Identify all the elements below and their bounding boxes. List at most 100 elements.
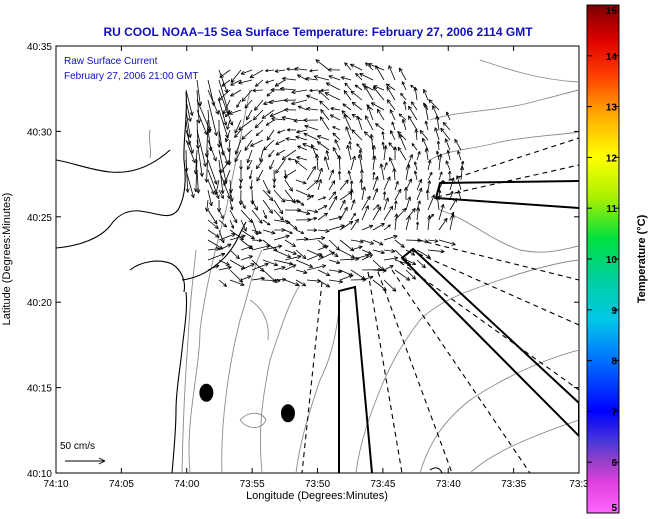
current-vector <box>281 149 297 160</box>
current-vector <box>449 177 455 191</box>
current-vector <box>438 204 445 221</box>
current-vector <box>350 63 363 71</box>
x-tick-label: 73:45 <box>370 479 395 490</box>
current-vector <box>295 259 313 268</box>
current-vector <box>365 62 374 71</box>
current-vector <box>294 66 308 72</box>
current-vector <box>347 170 352 181</box>
current-vector <box>328 279 343 284</box>
current-vector <box>401 81 407 91</box>
current-vector <box>229 269 243 283</box>
current-vector <box>269 159 275 170</box>
y-tick-label: 40:30 <box>27 127 52 138</box>
current-vector <box>239 159 243 170</box>
current-vector <box>305 76 319 81</box>
current-vector <box>207 209 218 225</box>
current-vector <box>317 251 335 261</box>
current-vector <box>408 105 418 121</box>
current-vector <box>274 69 286 73</box>
current-vector <box>207 179 215 195</box>
current-vector <box>434 127 440 141</box>
current-vector <box>240 255 253 261</box>
current-vector <box>207 252 226 261</box>
current-vector <box>228 109 242 115</box>
current-vector <box>221 79 231 87</box>
current-vector <box>295 209 311 216</box>
current-vector <box>405 164 411 181</box>
station-marker <box>199 383 214 402</box>
x-axis: 74:10 74:05 74:00 73:55 73:50 73:45 73:40 73:35… <box>43 46 589 490</box>
current-vector <box>273 227 286 233</box>
current-vector <box>350 90 363 101</box>
current-vector <box>277 129 286 134</box>
current-vector <box>344 62 352 71</box>
current-vector <box>332 126 341 131</box>
current-vector <box>416 187 423 201</box>
current-vector <box>219 69 231 78</box>
current-vector <box>416 239 429 244</box>
current-vector <box>295 189 312 198</box>
current-vector <box>286 67 297 72</box>
current-vector <box>354 84 363 91</box>
current-vector <box>407 115 418 131</box>
colorbar-tick-label: 10 <box>606 255 618 266</box>
current-vector <box>296 156 308 161</box>
scale-arrow <box>65 457 106 465</box>
current-vector <box>246 159 253 170</box>
current-vector <box>218 229 225 244</box>
current-vector <box>350 253 370 261</box>
current-vector <box>204 149 209 183</box>
sector-diagonal <box>400 247 579 438</box>
current-vector <box>309 88 319 93</box>
current-vector <box>398 67 407 81</box>
sector-south <box>338 285 373 473</box>
x-tick-label: 74:05 <box>109 479 134 490</box>
current-vector <box>249 69 264 79</box>
current-vector <box>218 219 228 228</box>
current-vector <box>349 188 354 201</box>
current-vector <box>372 188 379 201</box>
current-vector <box>370 102 385 111</box>
current-vector <box>265 119 275 126</box>
current-vector <box>397 146 407 161</box>
current-vector <box>345 126 352 141</box>
current-vector <box>372 223 385 231</box>
current-vector <box>327 67 341 72</box>
current-vector <box>240 275 252 281</box>
current-vector <box>422 89 429 101</box>
current-vector <box>328 195 338 211</box>
current-vector <box>317 167 323 181</box>
current-vector <box>372 206 382 221</box>
current-vector <box>317 205 328 211</box>
y-tick-label: 40:35 <box>27 42 52 53</box>
current-vector <box>346 144 352 161</box>
current-vector <box>269 109 286 117</box>
current-vector <box>262 199 273 214</box>
current-vector <box>401 118 407 131</box>
current-vector <box>372 279 387 291</box>
current-vector <box>435 150 440 161</box>
current-vector <box>297 105 308 111</box>
current-vector <box>185 99 192 122</box>
current-vector <box>226 119 231 130</box>
current-vector <box>291 89 308 95</box>
current-vector <box>416 249 431 259</box>
current-vector <box>416 259 426 269</box>
current-vector <box>446 149 451 161</box>
current-vector <box>250 139 264 147</box>
current-vector <box>341 110 352 121</box>
current-vector <box>342 103 352 111</box>
x-axis-label: Longitude (Degrees:Minutes) <box>246 490 388 502</box>
current-vector <box>255 129 264 137</box>
current-vector <box>281 115 297 121</box>
current-vector <box>427 239 439 243</box>
current-vector <box>448 170 452 181</box>
current-vector <box>306 94 319 101</box>
current-vector <box>234 129 242 138</box>
current-vector <box>394 213 399 231</box>
current-vector <box>358 149 363 161</box>
current-vector <box>383 265 394 271</box>
current-vector <box>364 85 374 101</box>
current-vector <box>405 269 416 280</box>
